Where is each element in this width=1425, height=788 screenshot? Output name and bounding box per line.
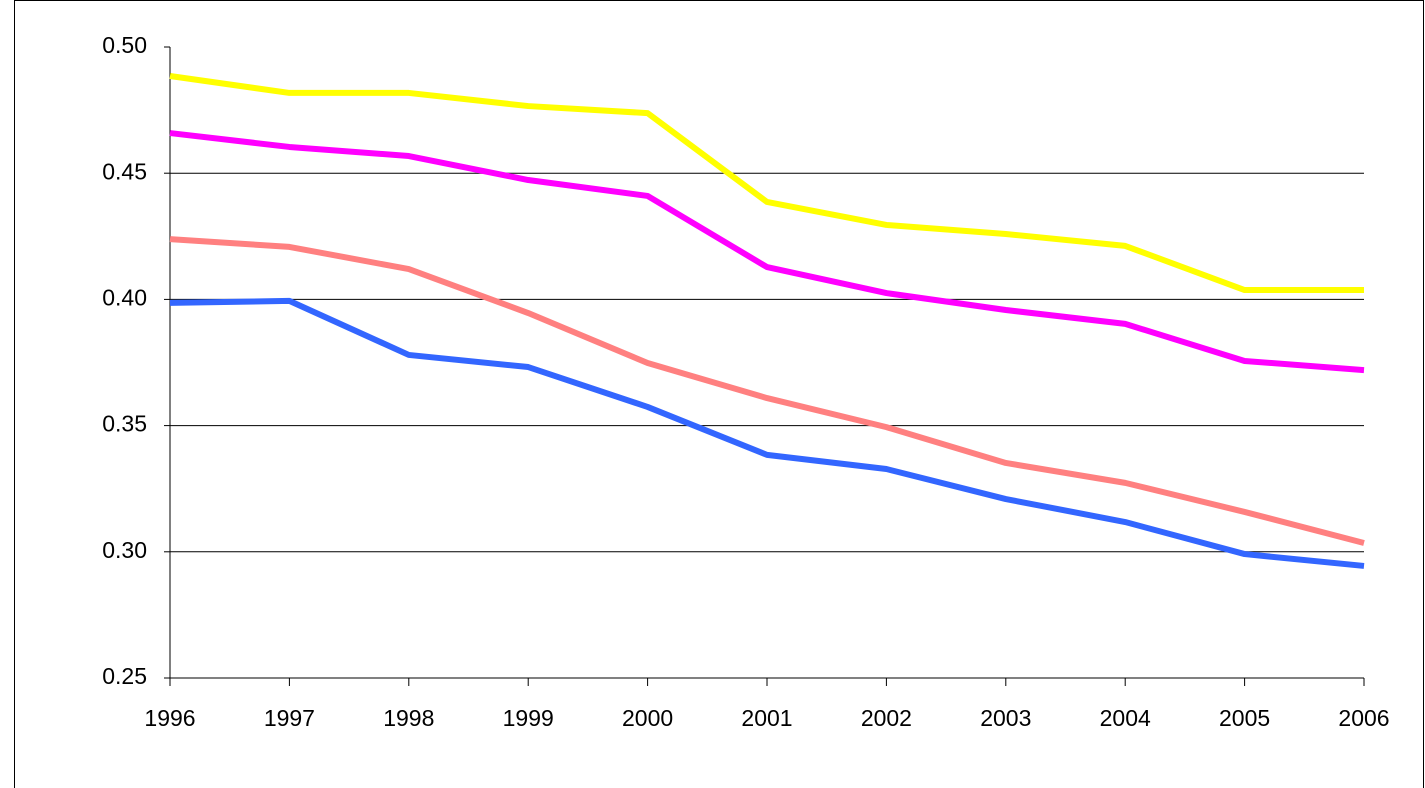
data-line — [169, 130, 1365, 374]
data-line — [169, 73, 1364, 294]
x-tick-label: 2000 — [622, 705, 673, 731]
chart-border — [14, 0, 1424, 788]
y-tick-label: 0.45 — [102, 158, 147, 184]
x-tick-label: 1996 — [144, 705, 195, 731]
data-line — [169, 297, 1365, 569]
x-tick-label: 2006 — [1338, 705, 1389, 731]
x-tick-label: 1998 — [383, 705, 434, 731]
y-tick-label: 0.50 — [102, 32, 147, 58]
x-tick-label: 2004 — [1100, 705, 1151, 731]
y-tick-label: 0.40 — [102, 284, 147, 310]
y-tick-label: 0.25 — [102, 663, 147, 689]
y-tick-label: 0.30 — [102, 537, 147, 563]
x-tick-label: 1997 — [264, 705, 315, 731]
x-tick-label: 1999 — [503, 705, 554, 731]
y-tick-label: 0.35 — [102, 411, 147, 437]
x-tick-label: 2001 — [741, 705, 792, 731]
x-tick-label: 2005 — [1219, 705, 1270, 731]
data-line — [169, 236, 1365, 546]
x-tick-label: 2003 — [980, 705, 1031, 731]
x-tick-label: 2002 — [861, 705, 912, 731]
